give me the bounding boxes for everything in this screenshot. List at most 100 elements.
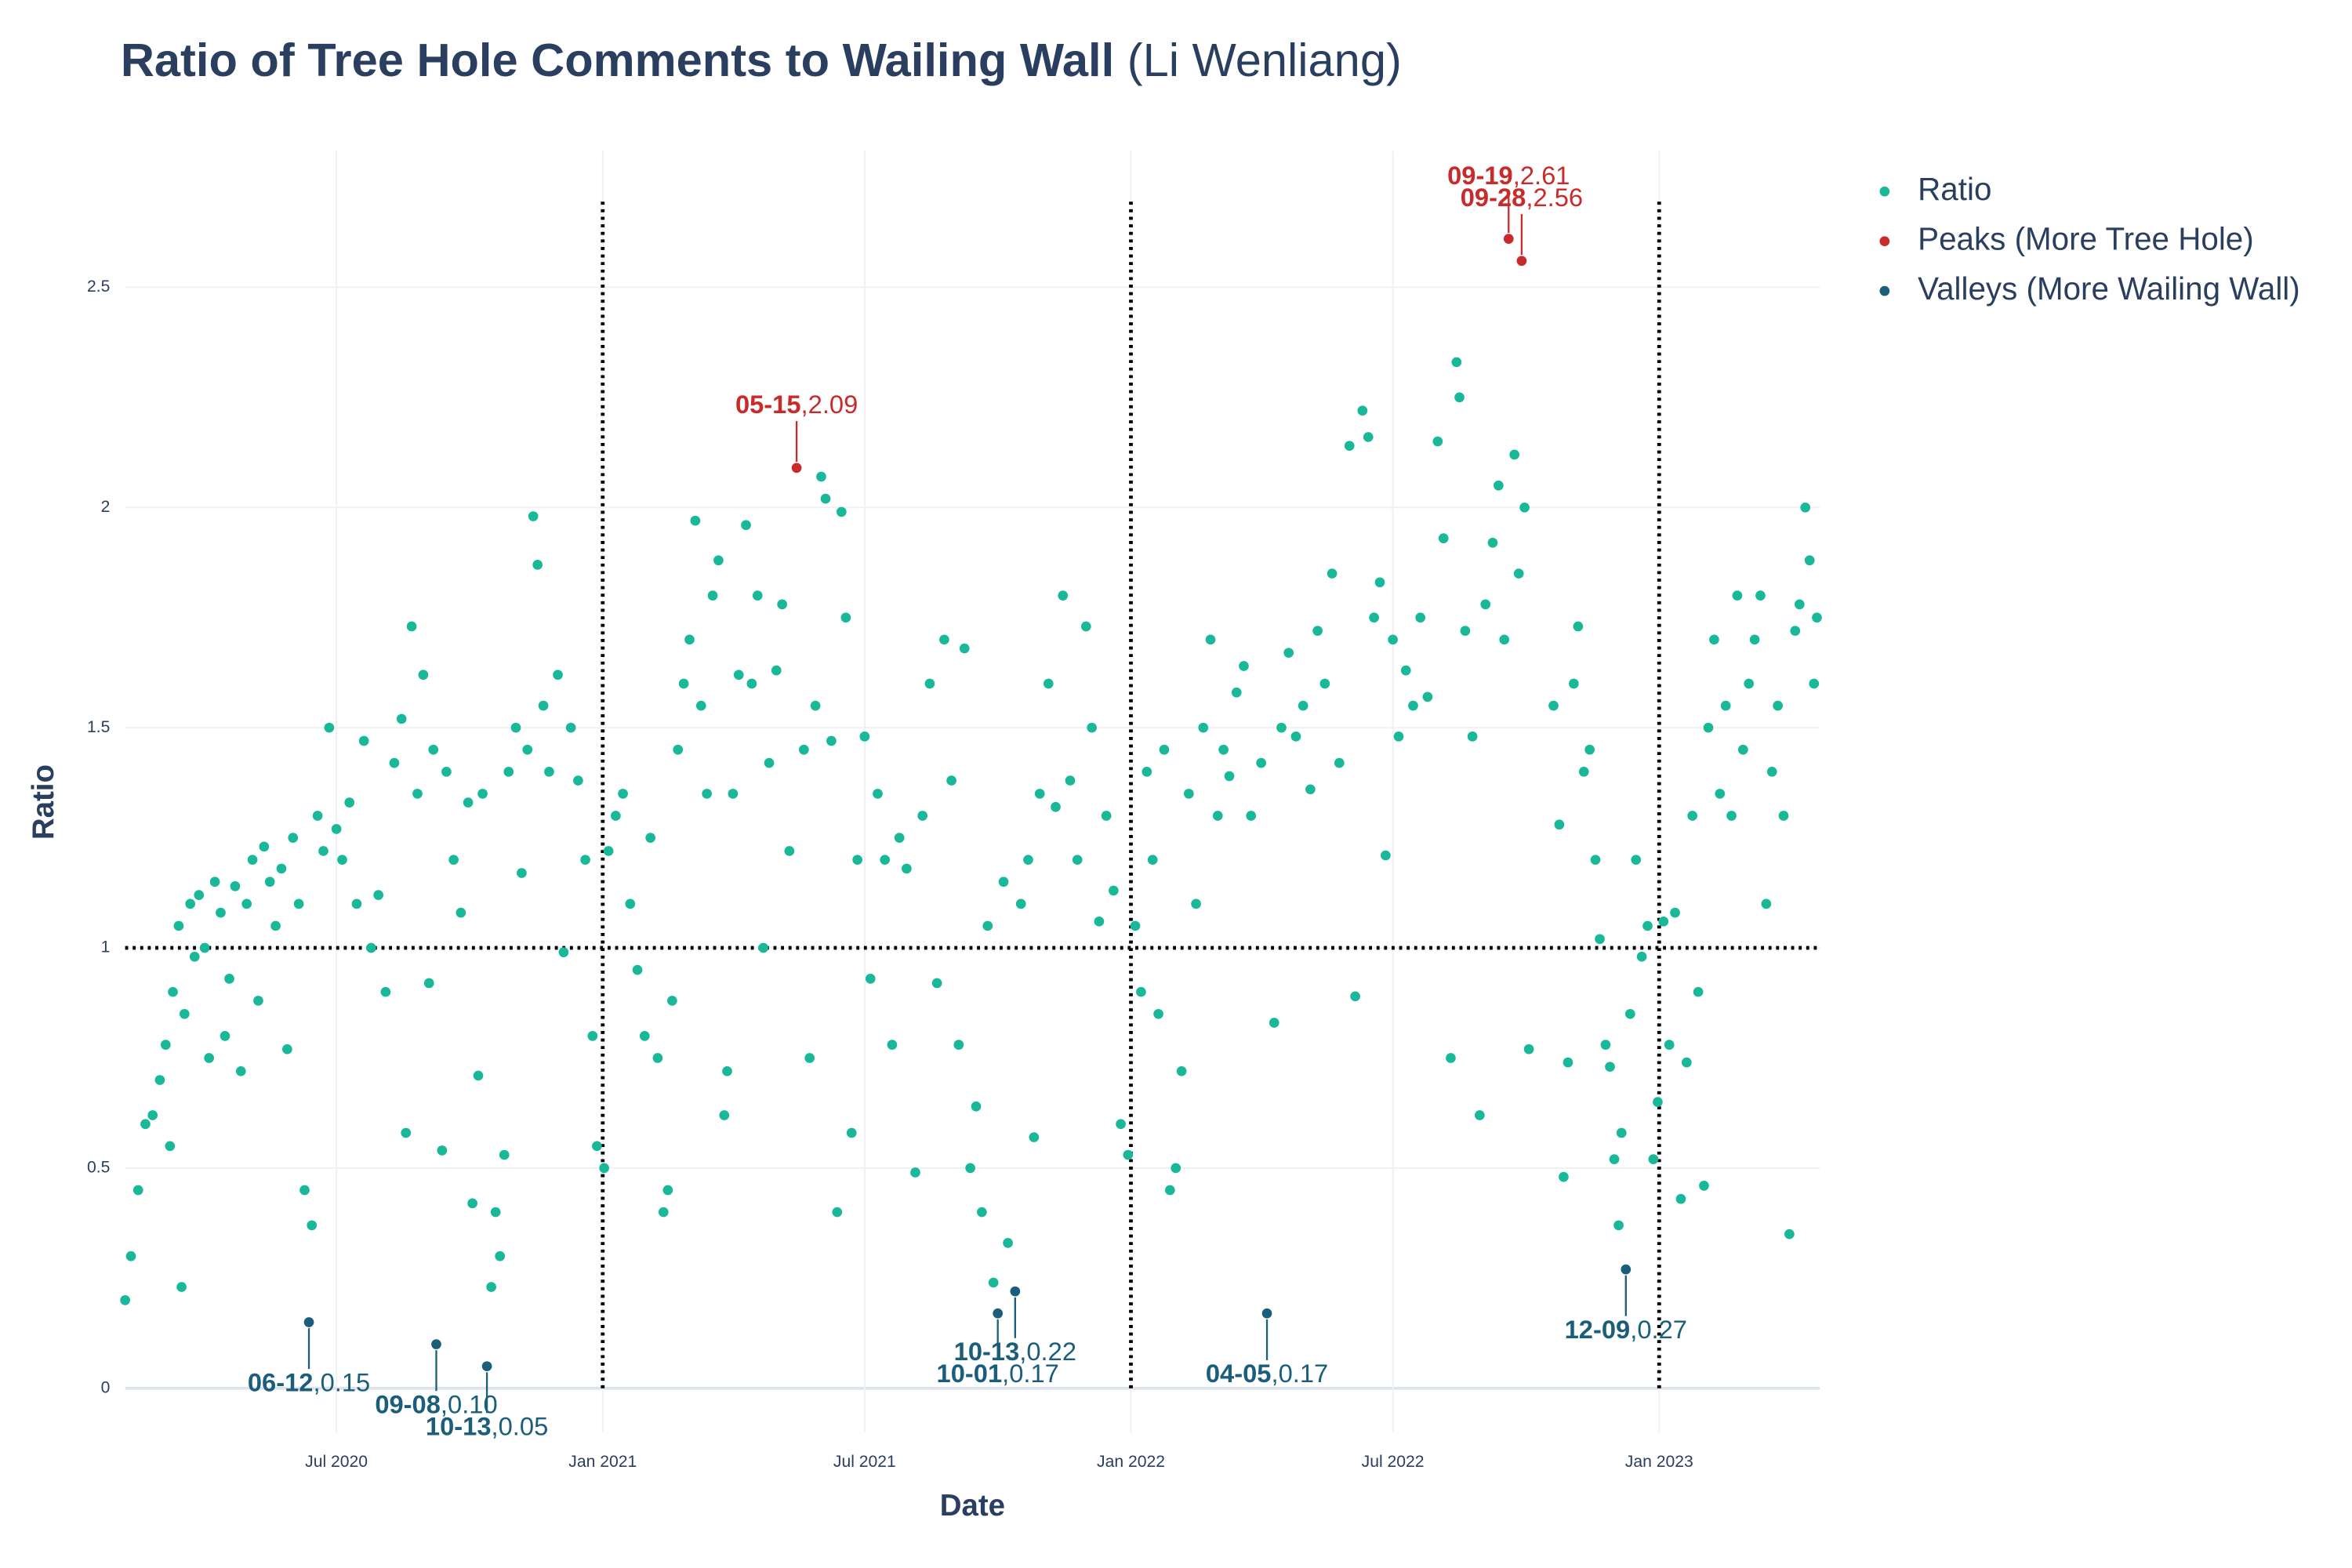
data-point — [1290, 731, 1301, 742]
data-point — [592, 1141, 602, 1152]
y-tick-label: 2 — [101, 498, 111, 516]
data-point — [1415, 612, 1426, 623]
y-axis-label: Ratio — [27, 764, 60, 840]
annotation-value: 2.09 — [808, 390, 858, 419]
data-point — [1363, 432, 1374, 442]
data-point — [722, 1065, 732, 1076]
data-point — [428, 744, 439, 755]
data-point — [826, 735, 837, 746]
annotation-value: 2.56 — [1533, 183, 1583, 212]
data-point — [1165, 1185, 1175, 1196]
data-point — [168, 986, 178, 997]
data-point — [1218, 744, 1229, 755]
data-point — [1212, 811, 1223, 821]
annotation-separator: , — [492, 1411, 499, 1440]
annotation-value: 0.22 — [1026, 1337, 1076, 1366]
data-point — [1058, 590, 1069, 601]
data-point — [1737, 744, 1748, 755]
data-point — [1116, 1119, 1126, 1130]
data-point — [603, 846, 614, 856]
data-point — [1374, 577, 1385, 588]
data-point — [307, 1220, 318, 1231]
annotation: 09-19,2.61 — [1447, 160, 1570, 189]
y-tick-label: 0 — [101, 1378, 111, 1396]
data-point — [1393, 731, 1404, 742]
legend-marker — [1879, 285, 1890, 296]
data-point — [894, 833, 905, 843]
data-point — [1755, 590, 1766, 601]
data-point — [982, 920, 993, 931]
data-point — [1699, 1181, 1709, 1191]
data-point — [1709, 634, 1719, 645]
annotation-date: 09-08 — [375, 1389, 441, 1418]
data-point — [373, 890, 383, 900]
data-point — [147, 1110, 158, 1120]
data-point — [846, 1127, 857, 1138]
data-point — [1261, 1308, 1272, 1319]
data-point — [1334, 757, 1345, 768]
data-point — [216, 907, 226, 918]
data-point — [312, 811, 323, 821]
data-point — [1578, 766, 1589, 777]
data-point — [1109, 885, 1119, 896]
data-point — [880, 855, 891, 866]
data-point — [318, 846, 328, 856]
data-point — [1653, 1097, 1663, 1107]
data-point — [140, 1119, 151, 1130]
data-point — [125, 1250, 136, 1261]
data-point — [1499, 634, 1510, 645]
data-point — [1298, 700, 1308, 711]
annotation-value: 0.15 — [321, 1367, 371, 1396]
data-point — [481, 1361, 492, 1372]
data-point — [456, 907, 466, 918]
data-point — [1636, 951, 1647, 962]
data-point — [939, 634, 949, 645]
data-point — [299, 1185, 310, 1196]
data-point — [1732, 590, 1743, 601]
data-point — [771, 665, 782, 676]
annotation-value: 0.17 — [1279, 1359, 1329, 1388]
data-point — [160, 1040, 171, 1050]
annotation-value: 0.10 — [448, 1389, 498, 1418]
data-point — [1198, 722, 1209, 733]
data-point — [702, 789, 713, 799]
y-tick-label: 0.5 — [87, 1158, 110, 1176]
data-point — [573, 775, 583, 786]
data-point — [337, 855, 347, 866]
data-point — [988, 1277, 999, 1288]
data-point — [733, 670, 744, 681]
data-point — [1559, 1171, 1569, 1182]
annotation-date: 05-15 — [735, 390, 801, 419]
annotation: 04-05,0.17 — [1206, 1359, 1328, 1388]
data-point — [998, 877, 1009, 887]
data-point — [1715, 789, 1726, 799]
data-point — [959, 643, 970, 654]
data-point — [1658, 916, 1669, 927]
data-point — [544, 766, 554, 777]
data-point — [1034, 789, 1045, 799]
data-point — [463, 797, 474, 808]
data-point — [473, 1070, 484, 1081]
data-point — [179, 1008, 190, 1019]
data-point — [639, 1031, 650, 1041]
data-point — [1015, 898, 1026, 909]
data-point — [1123, 1149, 1134, 1160]
annotation: 12-09,0.27 — [1565, 1315, 1687, 1344]
data-point — [1616, 1127, 1627, 1138]
data-point — [695, 700, 706, 711]
annotation-separator: , — [441, 1389, 448, 1418]
legend-marker — [1879, 186, 1890, 197]
data-point — [917, 811, 928, 821]
data-point — [1065, 775, 1076, 786]
data-point — [1010, 1286, 1021, 1297]
legend-label: Valleys (More Wailing Wall) — [1918, 270, 2300, 307]
data-point — [1183, 789, 1194, 799]
data-point — [820, 493, 831, 504]
data-point — [667, 996, 677, 1006]
data-point — [1246, 811, 1257, 821]
x-tick-label: Jul 2020 — [305, 1453, 368, 1471]
data-point — [522, 744, 533, 755]
data-point — [1101, 811, 1112, 821]
data-point — [441, 766, 452, 777]
data-point — [194, 890, 205, 900]
